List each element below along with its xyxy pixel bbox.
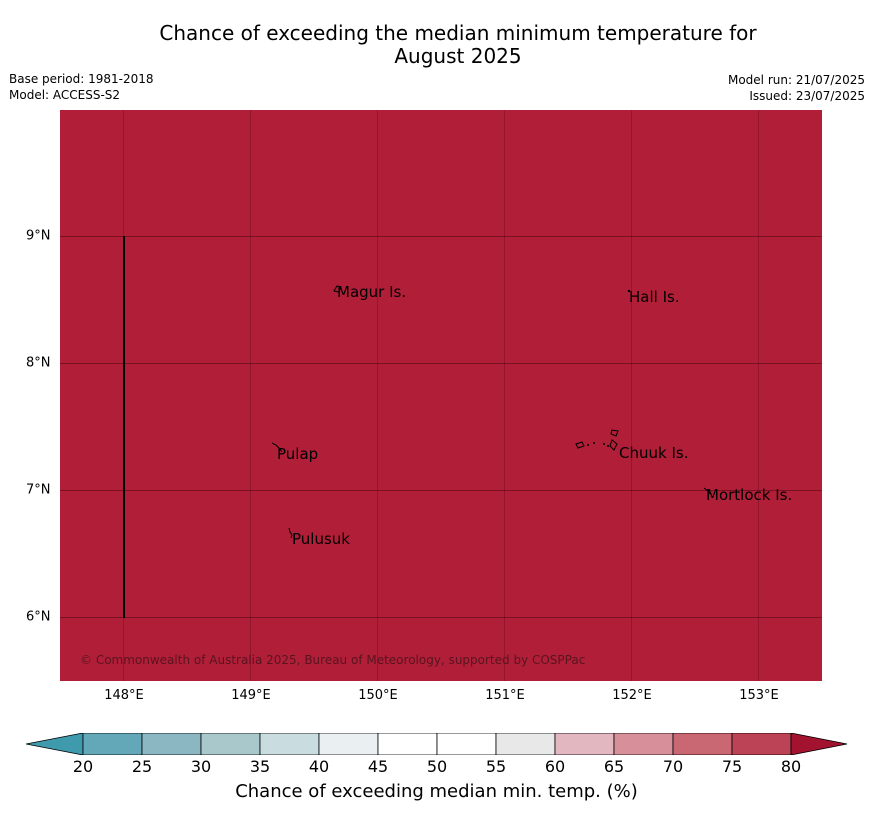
gridline-150e <box>377 110 378 681</box>
colorbar-tick-label: 35 <box>249 757 271 776</box>
colorbar-tick-label: 20 <box>72 757 94 776</box>
colorbar-segment <box>436 733 497 755</box>
lon-label-153e: 153°E <box>739 688 779 703</box>
colorbar-tick-label: 55 <box>485 757 507 776</box>
gridline-6n <box>60 617 822 618</box>
magur-island-shape <box>333 285 342 293</box>
colorbar-tick-label: 50 <box>426 757 448 776</box>
lat-label-9n: 9°N <box>26 228 51 244</box>
base-period: Base period: 1981-2018 <box>9 72 154 86</box>
place-label-mortlock: Mortlock Is. <box>706 486 793 504</box>
lat-label-6n: 6°N <box>26 609 51 625</box>
copyright-notice: © Commonwealth of Australia 2025, Bureau… <box>80 653 586 667</box>
colorbar-segment <box>141 733 202 755</box>
lon-label-152e: 152°E <box>612 688 652 703</box>
colorbar-label: Chance of exceeding median min. temp. (%… <box>235 781 638 802</box>
colorbar-over-arrow <box>790 733 848 755</box>
colorbar-segment <box>495 733 556 755</box>
map-title: Chance of exceeding the median minimum t… <box>60 22 856 68</box>
colorbar-tick-label: 70 <box>662 757 684 776</box>
colorbar-under-arrow <box>26 733 84 755</box>
colorbar <box>26 733 848 755</box>
lat-label-8n: 8°N <box>26 355 51 371</box>
colorbar-segment <box>259 733 320 755</box>
colorbar-segment <box>82 733 143 755</box>
colorbar-tick-label: 60 <box>544 757 566 776</box>
lon-label-151e: 151°E <box>485 688 525 703</box>
meta-right: Model run: 21/07/2025 Issued: 23/07/2025 <box>728 72 865 104</box>
place-label-hall: Hall Is. <box>629 288 680 306</box>
colorbar-tick-label: 40 <box>308 757 330 776</box>
issued-date: Issued: 23/07/2025 <box>749 89 865 103</box>
colorbar-segment <box>613 733 674 755</box>
gridline-151e <box>504 110 505 681</box>
colorbar-tick-label: 75 <box>721 757 743 776</box>
lat-label-7n: 7°N <box>26 482 51 498</box>
boundary-line <box>123 236 125 618</box>
pulusuk-island-shape <box>288 527 293 539</box>
place-label-magur: Magur Is. <box>337 283 407 301</box>
title-line-1: Chance of exceeding the median minimum t… <box>159 21 757 45</box>
lon-label-149e: 149°E <box>231 688 271 703</box>
colorbar-tick-label: 30 <box>190 757 212 776</box>
pulap-island-shape <box>271 442 283 453</box>
map-panel[interactable]: Magur Is. Hall Is. Pulap Chuuk Is. Mortl… <box>60 110 822 681</box>
chuuk-islands-shape <box>575 429 619 451</box>
place-label-chuuk: Chuuk Is. <box>619 444 689 462</box>
model-name: Model: ACCESS-S2 <box>9 88 121 102</box>
title-line-2: August 2025 <box>394 44 522 68</box>
place-label-pulap: Pulap <box>277 445 319 463</box>
hall-island-shape <box>627 289 631 293</box>
lon-label-148e: 148°E <box>104 688 144 703</box>
meta-left: Base period: 1981-2018 Model: ACCESS-S2 <box>9 71 154 103</box>
colorbar-tick-label: 25 <box>131 757 153 776</box>
lon-label-150e: 150°E <box>358 688 398 703</box>
gridline-153e <box>758 110 759 681</box>
gridline-9n <box>60 236 822 237</box>
model-run: Model run: 21/07/2025 <box>727 73 865 87</box>
colorbar-segment <box>554 733 615 755</box>
colorbar-tick-label: 80 <box>780 757 802 776</box>
colorbar-tick-label: 65 <box>603 757 625 776</box>
colorbar-tick-label: 45 <box>367 757 389 776</box>
gridline-7n <box>60 490 822 491</box>
colorbar-segment <box>318 733 379 755</box>
place-label-pulusuk: Pulusuk <box>292 530 350 548</box>
mortlock-island-shape <box>703 487 711 495</box>
colorbar-segment <box>200 733 261 755</box>
colorbar-segment <box>672 733 733 755</box>
gridline-149e <box>250 110 251 681</box>
colorbar-segment <box>377 733 438 755</box>
colorbar-segment <box>731 733 792 755</box>
gridline-152e <box>631 110 632 681</box>
gridline-8n <box>60 363 822 364</box>
